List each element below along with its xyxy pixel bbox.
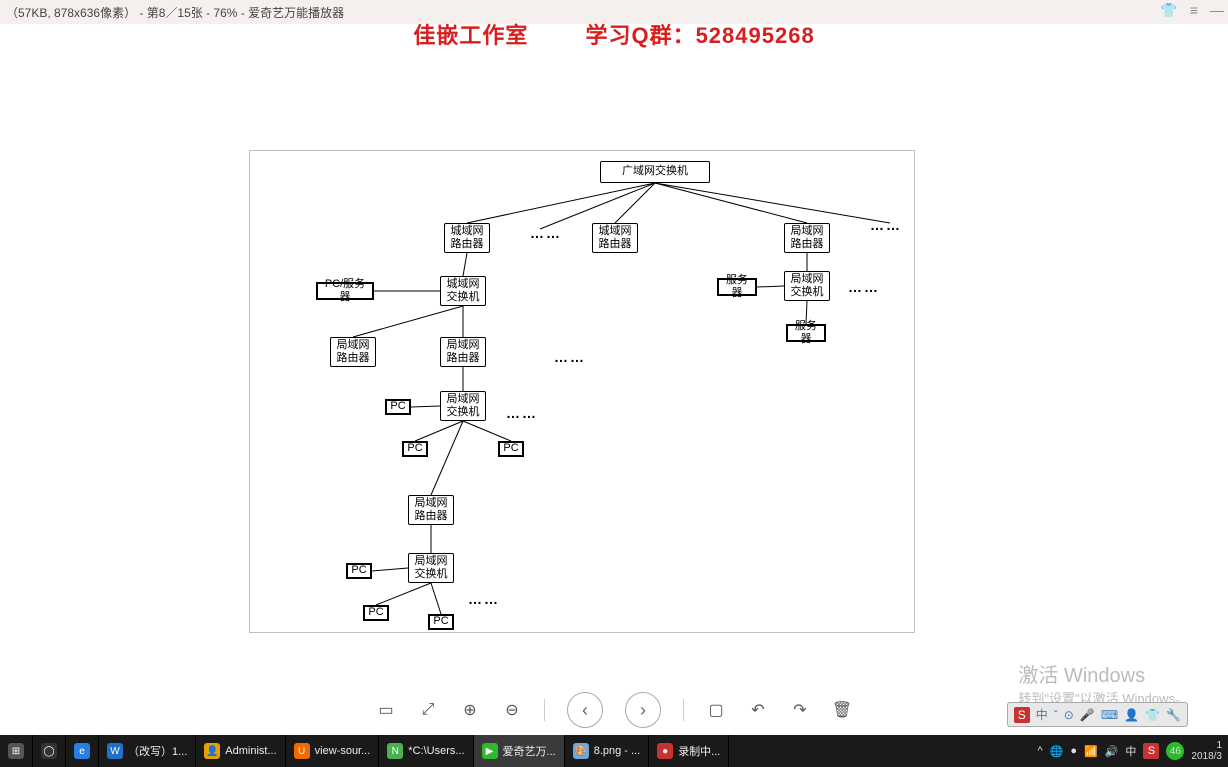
ime-item[interactable]: 👤 — [1124, 708, 1139, 722]
shirt-icon[interactable]: 👕 — [1160, 2, 1177, 19]
ime-item[interactable]: 🔧 — [1166, 708, 1181, 722]
taskbar-app-icon: ▶ — [482, 743, 498, 759]
tray-icon[interactable]: ● — [1070, 745, 1077, 757]
taskbar-item[interactable]: N *C:\Users... — [379, 735, 473, 767]
prev-button[interactable]: ‹ — [567, 692, 603, 728]
tray-icon[interactable]: 🌐 — [1050, 745, 1064, 758]
header-part1: 佳嵌工作室 — [413, 23, 528, 48]
minimize-icon[interactable]: — — [1210, 2, 1224, 19]
taskbar-app-icon: ● — [657, 743, 673, 759]
tray-icon[interactable]: ^ — [1037, 745, 1042, 757]
diagram-node-man2: 城域网 路由器 — [592, 223, 638, 253]
taskbar-app-icon: U — [294, 743, 310, 759]
taskbar-item[interactable]: ● 录制中... — [649, 735, 729, 767]
zoom-in-icon[interactable]: ⊕ — [460, 700, 480, 720]
tray-icon[interactable]: S — [1143, 743, 1159, 759]
menu-icon[interactable]: ≡ — [1190, 2, 1198, 19]
taskbar-app-icon: N — [387, 743, 403, 759]
ime-item[interactable]: ⊙ — [1064, 708, 1074, 722]
diagram-node-lan_r2: 局域网 路由器 — [440, 337, 486, 367]
ime-item[interactable]: 🎤 — [1080, 708, 1095, 722]
taskbar-item[interactable]: ⊞ — [0, 735, 33, 767]
crop-icon[interactable]: ▭ — [376, 700, 396, 720]
redo-icon[interactable]: ↷ — [790, 700, 810, 720]
watermark-line1: 激活 Windows — [1018, 659, 1188, 688]
next-button[interactable]: › — [625, 692, 661, 728]
diagram-node-wan: 广域网交换机 — [600, 161, 710, 183]
activate-windows-watermark: 激活 Windows 转到"设置"以激活 Windows。 — [1018, 659, 1188, 707]
ellipsis: …… — [870, 217, 902, 233]
clock-time: 1 — [1191, 740, 1222, 751]
ime-item[interactable]: 👕 — [1145, 708, 1160, 722]
taskbar-app-icon: e — [74, 743, 90, 759]
taskbar-app-icon: W — [107, 743, 123, 759]
taskbar-label: 8.png - ... — [594, 745, 640, 757]
ellipsis: …… — [468, 591, 500, 607]
taskbar-item[interactable]: W （改写）1... — [99, 735, 196, 767]
diagram-node-pc_a: PC — [385, 399, 411, 415]
diagram-node-lan_sw1: 局域网 交换机 — [440, 391, 486, 421]
separator — [683, 699, 684, 721]
ime-bar[interactable]: S中ˇ ⊙ 🎤 ⌨ 👤 👕 🔧 — [1007, 702, 1188, 727]
diagram-node-lan_r3: 局域网 路由器 — [408, 495, 454, 525]
ellipsis: …… — [554, 349, 586, 365]
taskbar-app-icon: 🎨 — [573, 743, 589, 759]
taskbar-item[interactable]: ▶ 爱奇艺万... — [474, 735, 565, 767]
taskbar-item[interactable]: Uview-sour... — [286, 735, 380, 767]
diagram-node-lan_r1: 局域网 路由器 — [330, 337, 376, 367]
slideshow-icon[interactable]: ▢ — [706, 700, 726, 720]
undo-icon[interactable]: ↶ — [748, 700, 768, 720]
taskbar-label: 录制中... — [678, 743, 720, 759]
ime-item[interactable]: ⌨ — [1101, 708, 1118, 722]
taskbar: ⊞ ◯ e W （改写）1... 👤 Administ... Uview-sour... N *C… — [0, 735, 1228, 767]
ellipsis: …… — [506, 405, 538, 421]
diagram-canvas[interactable]: 广域网交换机城域网 路由器城域网 路由器局域网 路由器城域网 交换机PC/服务器… — [249, 150, 915, 633]
clock-date: 2018/3 — [1191, 751, 1222, 762]
clock[interactable]: 12018/3 — [1191, 740, 1222, 762]
header-text: 佳嵌工作室 学习Q群：528495268 — [0, 18, 1228, 50]
header-part2: 学习Q群：528495268 — [585, 23, 814, 48]
taskbar-app-icon: ⊞ — [8, 743, 24, 759]
system-tray[interactable]: ^ 🌐 ● 📶 🔊 中S 46 12018/3 — [1031, 735, 1228, 767]
taskbar-label: （改写）1... — [128, 743, 187, 759]
diagram-node-pc_f: PC — [428, 614, 454, 630]
taskbar-item[interactable]: 👤 Administ... — [196, 735, 285, 767]
taskbar-app-icon: ◯ — [41, 743, 57, 759]
diagram-node-pc_c: PC — [498, 441, 524, 457]
taskbar-label: *C:\Users... — [408, 745, 464, 757]
separator — [544, 699, 545, 721]
taskbar-item[interactable]: e — [66, 735, 99, 767]
delete-icon[interactable]: 🗑 — [832, 700, 852, 720]
diagram-node-lan_sw2: 局域网 交换机 — [408, 553, 454, 583]
diagram-node-lan_r_top: 局域网 路由器 — [784, 223, 830, 253]
zoom-out-icon[interactable]: ⊖ — [502, 700, 522, 720]
diagram-node-man1: 城域网 路由器 — [444, 223, 490, 253]
taskbar-label: view-sour... — [315, 745, 371, 757]
diagram-node-srv1: 服务器 — [717, 278, 757, 296]
ime-item[interactable]: S — [1014, 707, 1030, 723]
diagram-node-srv2: 服务器 — [786, 324, 826, 342]
ime-item[interactable]: ˇ — [1054, 708, 1058, 722]
ellipsis: …… — [848, 279, 880, 295]
taskbar-label: Administ... — [225, 745, 276, 757]
taskbar-item[interactable]: 🎨 8.png - ... — [565, 735, 649, 767]
tray-icon[interactable]: 46 — [1166, 742, 1184, 760]
diagram-node-lan_sw_r: 局域网 交换机 — [784, 271, 830, 301]
ellipsis: …… — [530, 225, 562, 241]
diagram-node-pc_d: PC — [346, 563, 372, 579]
diagram-node-pc_b: PC — [402, 441, 428, 457]
diagram-node-pc_srv: PC/服务器 — [316, 282, 374, 300]
tray-icon[interactable]: 🔊 — [1105, 745, 1119, 758]
fit-icon[interactable]: ⤢ — [418, 700, 438, 720]
diagram-node-pc_e: PC — [363, 605, 389, 621]
taskbar-app-icon: 👤 — [204, 743, 220, 759]
taskbar-item[interactable]: ◯ — [33, 735, 66, 767]
diagram-node-man_sw: 城域网 交换机 — [440, 276, 486, 306]
ime-item[interactable]: 中 — [1036, 706, 1048, 723]
tray-icon[interactable]: 中 — [1125, 743, 1136, 759]
taskbar-label: 爱奇艺万... — [503, 743, 556, 759]
tray-icon[interactable]: 📶 — [1084, 745, 1098, 758]
